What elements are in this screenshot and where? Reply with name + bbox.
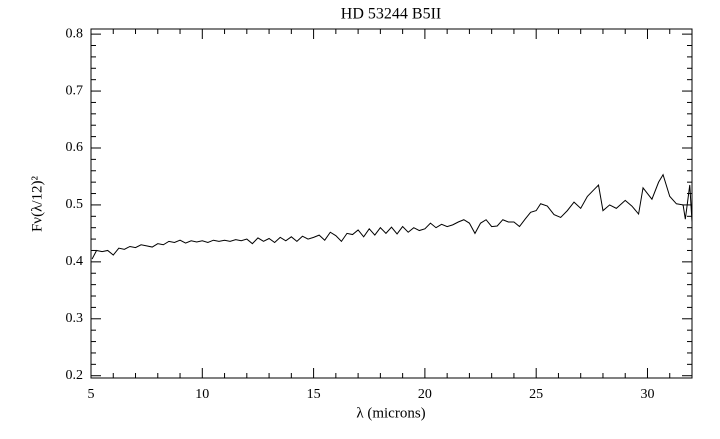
y-tick-label: 0.4 <box>66 254 84 269</box>
x-tick-label: 10 <box>195 387 209 402</box>
x-tick-label: 15 <box>307 387 321 402</box>
x-axis-label: λ (microns) <box>356 405 425 421</box>
y-tick-label: 0.2 <box>66 368 84 383</box>
x-tick-label: 20 <box>418 387 432 402</box>
x-tick-label: 25 <box>529 387 543 402</box>
y-axis-label: Fν(λ/12)² <box>29 175 45 232</box>
y-tick-label: 0.8 <box>66 26 84 41</box>
chart-title: HD 53244 B5II <box>341 6 441 23</box>
x-tick-label: 30 <box>640 387 654 402</box>
spectrum-line <box>91 173 693 260</box>
x-tick-label: 5 <box>88 387 95 402</box>
y-tick-label: 0.6 <box>66 140 84 155</box>
y-tick-label: 0.7 <box>66 83 84 98</box>
y-tick-label: 0.5 <box>66 197 84 212</box>
y-tick-label: 0.3 <box>66 311 84 326</box>
plot-frame <box>90 28 693 379</box>
